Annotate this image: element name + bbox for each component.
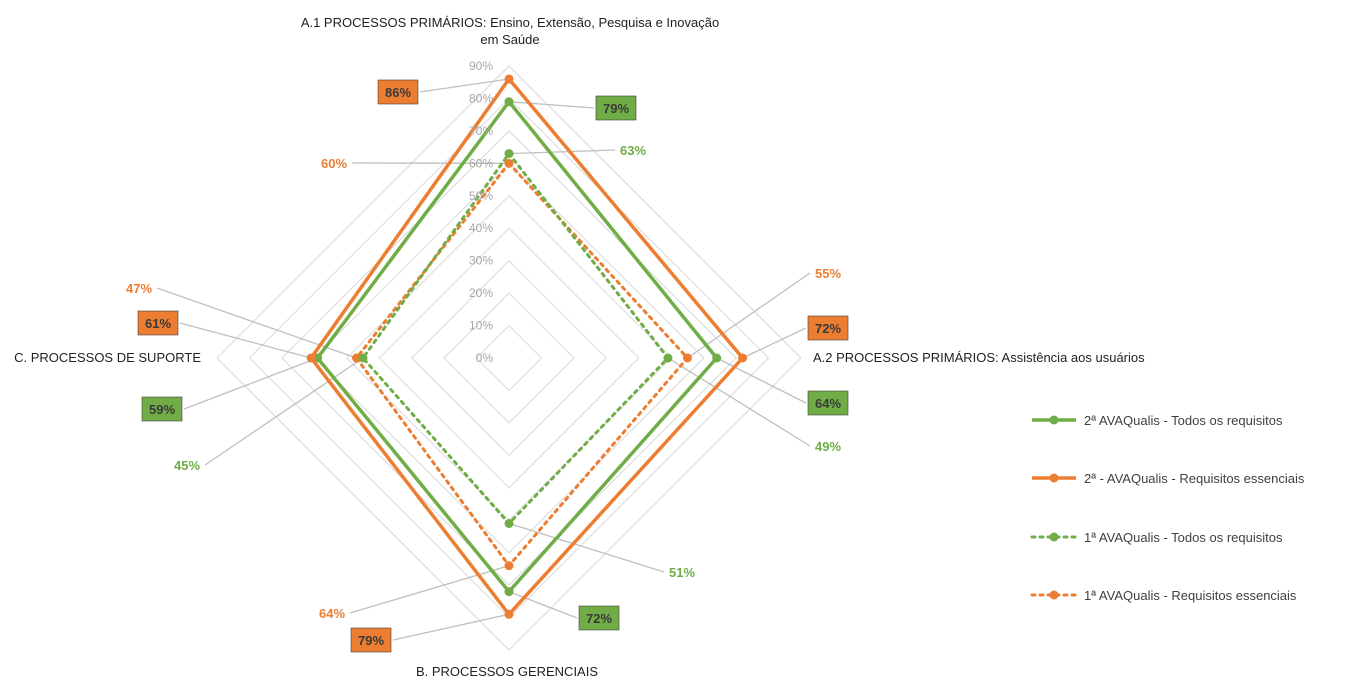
legend-swatch-marker [1049, 590, 1059, 600]
axis-title-line: A.2 PROCESSOS PRIMÁRIOS: Assistência aos… [813, 350, 1145, 365]
series-point [313, 353, 323, 363]
leader-line [204, 357, 364, 466]
legend: 2ª AVAQualis - Todos os requisitos 2ª - A… [1030, 413, 1305, 603]
radial-tick-labels: 0% 10% 20% 30% 40% 50% 60% 70% 80% 90% [469, 59, 493, 365]
data-label-box [807, 390, 849, 416]
axis-title: B. PROCESSOS GERENCIAIS [416, 664, 598, 679]
leader-lines [156, 78, 811, 641]
data-label-box [137, 310, 179, 336]
leader-line [349, 565, 510, 614]
radial-tick-label: 10% [469, 319, 493, 333]
radial-tick-label: 80% [469, 91, 493, 105]
radial-tick-label: 90% [469, 59, 493, 73]
grid-ring [281, 130, 737, 586]
radial-tick-label: 0% [476, 351, 494, 365]
axis-title-line: A.1 PROCESSOS PRIMÁRIOS: Ensino, Extensã… [301, 15, 719, 30]
series-point [504, 74, 514, 84]
data-label: 61% [145, 316, 171, 331]
axis-title: A.2 PROCESSOS PRIMÁRIOS: Assistência aos… [813, 350, 1145, 365]
data-label: 72% [815, 321, 841, 336]
grid-ring [410, 259, 608, 457]
series-point [504, 97, 514, 107]
legend-entry-label: 1ª AVAQualis - Todos os requisitos [1084, 530, 1283, 545]
data-label-box [578, 605, 620, 631]
leader-line [392, 613, 510, 641]
data-label-box [377, 79, 419, 105]
legend-swatch-marker [1049, 532, 1059, 542]
leader-line [667, 357, 811, 447]
series-point [504, 609, 514, 619]
data-label: 63% [620, 143, 646, 158]
axis-title-line: em Saúde [480, 32, 539, 47]
legend-entry-label: 1ª AVAQualis - Requisitos essenciais [1084, 588, 1297, 603]
data-label: 60% [321, 156, 347, 171]
leader-line [508, 522, 665, 573]
axis-title-line: B. PROCESSOS GERENCIAIS [416, 664, 598, 679]
grid-ring [443, 292, 575, 424]
series-point [358, 353, 368, 363]
data-label-box [350, 627, 392, 653]
series-point [352, 353, 362, 363]
legend-entry-label: 2ª - AVAQualis - Requisitos essenciais [1084, 471, 1305, 486]
legend-swatch-marker [1049, 415, 1059, 425]
data-labels: 79% 64% 72% 59% 86% 72% 79% 61% 63% 49% 51% 45% 60% 5… [126, 79, 849, 653]
leader-line [508, 101, 595, 109]
legend-entry-label: 2ª AVAQualis - Todos os requisitos [1084, 413, 1283, 428]
grid-ring [378, 227, 640, 489]
series-point [663, 353, 673, 363]
radial-tick-label: 60% [469, 156, 493, 170]
data-label: 86% [385, 85, 411, 100]
data-label: 64% [815, 396, 841, 411]
data-label: 79% [603, 101, 629, 116]
radial-tick-label: 70% [469, 124, 493, 138]
data-label: 59% [149, 402, 175, 417]
axis-title: C. PROCESSOS DE SUPORTE [14, 350, 201, 365]
radial-tick-label: 50% [469, 189, 493, 203]
series-point [712, 353, 722, 363]
data-label-box [807, 315, 849, 341]
leader-line [156, 287, 357, 359]
axis-title-line: C. PROCESSOS DE SUPORTE [14, 350, 201, 365]
series-point [504, 561, 514, 571]
series-point [504, 518, 514, 528]
data-label: 55% [815, 266, 841, 281]
grid-ring [313, 162, 705, 554]
legend-swatch-marker [1049, 473, 1059, 483]
series-point [504, 149, 514, 159]
radial-tick-label: 30% [469, 254, 493, 268]
grid-ring [475, 324, 543, 392]
leader-line [419, 78, 510, 93]
series-point [504, 587, 514, 597]
leader-line [179, 322, 312, 359]
leader-line [742, 327, 807, 359]
series-point [306, 353, 316, 363]
series-point [682, 353, 692, 363]
data-label-box [141, 396, 183, 422]
data-label: 79% [358, 633, 384, 648]
grid-ring [216, 65, 802, 651]
leader-line [716, 357, 807, 404]
data-label: 51% [669, 565, 695, 580]
axis-titles: A.1 PROCESSOS PRIMÁRIOS: Ensino, Extensã… [14, 15, 1145, 679]
series-point [504, 158, 514, 168]
radial-tick-label: 40% [469, 221, 493, 235]
series-layer [306, 74, 748, 619]
radial-tick-label: 20% [469, 286, 493, 300]
leader-line [508, 590, 578, 619]
data-label: 47% [126, 281, 152, 296]
axis-title: A.1 PROCESSOS PRIMÁRIOS: Ensino, Extensã… [301, 15, 719, 47]
leader-line [687, 272, 811, 359]
data-label: 49% [815, 439, 841, 454]
leader-line [183, 357, 318, 410]
data-label: 45% [174, 458, 200, 473]
series-point [738, 353, 748, 363]
data-label: 72% [586, 611, 612, 626]
leader-line [508, 149, 616, 155]
data-label: 64% [319, 606, 345, 621]
data-label-box [595, 95, 637, 121]
